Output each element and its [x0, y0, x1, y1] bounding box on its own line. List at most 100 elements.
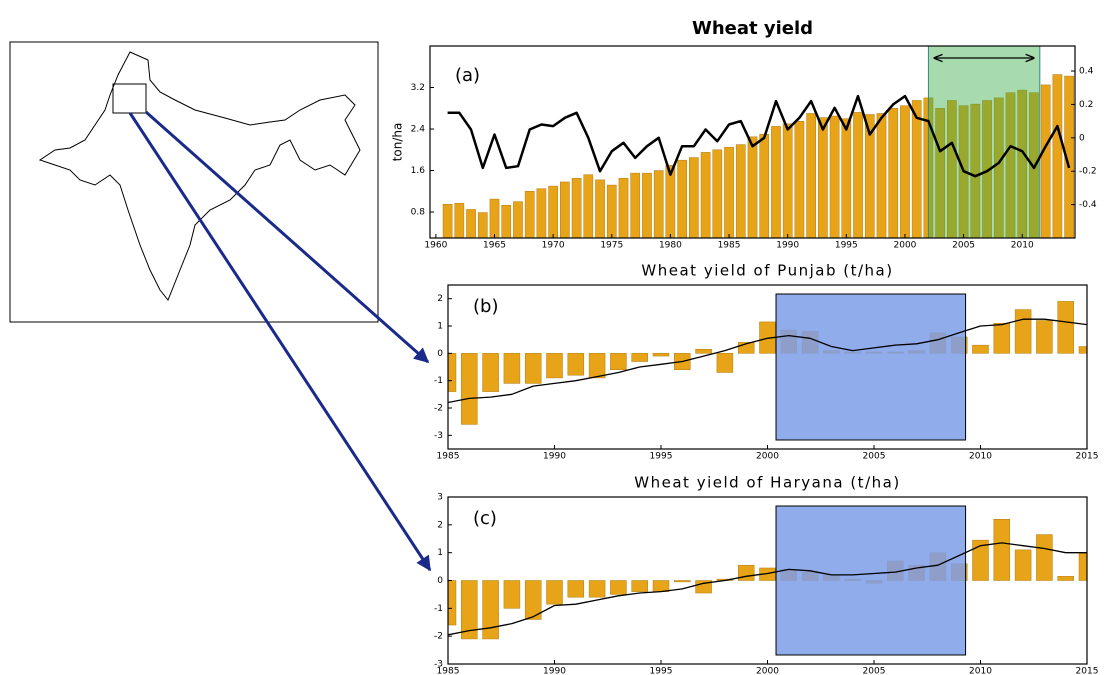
chart: Wheat yield of Punjab (t/ha) 1985 1990 1995…: [434, 262, 1098, 462]
y2-tick-label: 0.4: [1079, 67, 1094, 77]
panel-label: (c): [473, 508, 497, 529]
x-tick-label: 1960: [424, 241, 447, 251]
bar: [588, 353, 606, 379]
bar: [524, 580, 542, 620]
bar: [567, 353, 585, 376]
bar: [546, 580, 563, 605]
x-tick-label: 2010: [969, 452, 992, 462]
x-tick-label: 2010: [1011, 241, 1034, 251]
bar: [993, 97, 1004, 238]
y-tick-label: -3: [434, 431, 443, 441]
x-tick-label: 1990: [776, 241, 799, 251]
x-tick-label: 1980: [659, 241, 682, 251]
y-tick-label: 0.8: [411, 208, 426, 218]
arrow: [145, 110, 430, 364]
bar: [1057, 576, 1074, 581]
x-tick-label: 2000: [894, 241, 917, 251]
bar: [806, 113, 816, 238]
x-tick-label: 1995: [650, 452, 673, 462]
y-tick-label: -2: [434, 404, 443, 414]
region-box: [112, 83, 147, 114]
bar: [513, 201, 523, 238]
bar: [1057, 301, 1074, 354]
x-tick-label: 2015: [1076, 667, 1099, 675]
bar: [993, 519, 1011, 581]
bar: [610, 580, 627, 595]
plot-area: [442, 46, 1074, 238]
bar: [642, 172, 652, 238]
bar: [700, 152, 711, 238]
map-frame: [9, 41, 379, 323]
bar: [818, 117, 828, 238]
y-tick-label: 3.2: [411, 83, 425, 93]
bar: [466, 209, 476, 238]
bar: [695, 348, 712, 354]
bar: [524, 191, 535, 238]
bar: [652, 580, 670, 592]
x-tick-label: 2005: [863, 667, 886, 675]
bar: [583, 174, 594, 238]
y-tick-label: 1: [437, 548, 443, 558]
bar: [1014, 549, 1032, 581]
bar: [536, 188, 547, 238]
y-tick-label: 2: [437, 520, 443, 530]
plot-area: [448, 505, 1087, 656]
bar: [747, 136, 758, 238]
bar: [567, 580, 585, 598]
bar: [972, 539, 989, 581]
bar: [653, 170, 664, 238]
bar: [695, 580, 712, 594]
panel-label: (b): [473, 296, 498, 317]
x-tick-label: 1990: [543, 452, 566, 462]
y-tick-label: -1: [434, 376, 443, 386]
bar: [993, 323, 1011, 354]
charts: Wheat yield 1960 1965 1970 1975 1980 1985 1990 1…: [391, 18, 1099, 675]
chart-title: Wheat yield of Haryana (t/ha): [634, 474, 900, 492]
bar: [461, 580, 478, 640]
bar: [652, 353, 670, 357]
bar: [1005, 92, 1016, 238]
bar: [1064, 75, 1074, 238]
bar: [1014, 309, 1032, 354]
bar: [503, 353, 521, 384]
bar: [888, 108, 899, 238]
bar: [935, 108, 945, 238]
bar: [524, 353, 542, 384]
y-tick-label: 2.4: [411, 125, 426, 135]
bar: [876, 113, 887, 238]
highlight-box: [775, 293, 967, 441]
y-axis-label: ton/ha: [391, 123, 405, 162]
x-tick-label: 2010: [969, 667, 992, 675]
bar: [482, 580, 499, 640]
panel-label: (a): [455, 65, 480, 86]
bar: [606, 184, 617, 238]
y-tick-label: -3: [434, 660, 443, 670]
bar: [771, 126, 781, 238]
x-tick-label: 1990: [543, 667, 566, 675]
x-tick-label: 2015: [1076, 452, 1099, 462]
x-tick-label: 2005: [952, 241, 975, 251]
plot-frame: [447, 284, 1088, 450]
bar: [970, 103, 981, 238]
bar: [853, 112, 863, 238]
y-tick-label: -2: [434, 632, 443, 642]
chart: Wheat yield of Haryana (t/ha) 1985 1990 199…: [434, 474, 1098, 675]
bar: [595, 179, 605, 238]
bar: [442, 204, 453, 238]
bar: [665, 165, 676, 238]
bar: [618, 178, 629, 238]
y-tick-label: -1: [434, 604, 443, 614]
y-tick-label: 1.6: [411, 166, 426, 176]
bar: [501, 205, 512, 238]
x-tick-label: 1970: [542, 241, 565, 251]
bar: [477, 212, 488, 238]
x-tick-label: 1985: [437, 452, 460, 462]
bar: [737, 342, 755, 354]
bar: [461, 353, 478, 425]
x-tick-label: 1995: [650, 667, 673, 675]
bar: [689, 157, 699, 238]
bar: [631, 353, 648, 362]
bar: [1017, 89, 1028, 238]
bar: [631, 580, 648, 592]
